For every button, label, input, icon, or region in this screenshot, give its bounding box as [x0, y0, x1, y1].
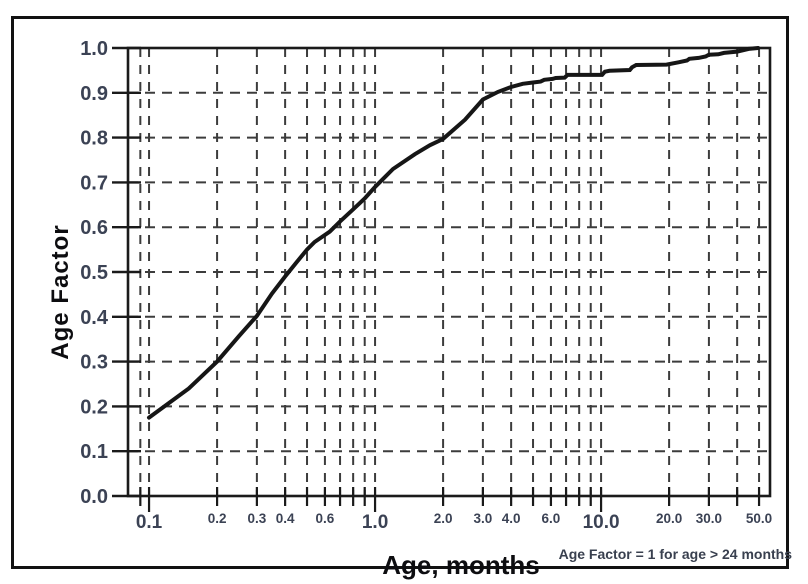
x-tick-label: 30.0 [696, 511, 722, 526]
y-tick-label: 0.7 [80, 172, 108, 194]
x-tick-label: 1.0 [362, 512, 388, 533]
age-factor-note: Age Factor = 1 for age > 24 months [558, 546, 792, 562]
age-factor-chart: 0.0 0.1 0.2 0.3 0.4 0.5 0.6 0.7 0.8 0.9 1.0 0.1 0.2 0… [80, 38, 772, 533]
y-tick-label: 0.2 [80, 396, 108, 418]
y-tick-label: 0.3 [80, 352, 108, 374]
x-tick-label: 20.0 [656, 511, 682, 526]
x-tick-label: 50.0 [746, 511, 772, 526]
x-tick-label: 0.3 [247, 511, 266, 526]
x-tick-label: 3.0 [474, 511, 493, 526]
y-tick-label: 0.4 [80, 307, 109, 329]
y-tick-label: 0.5 [80, 262, 108, 284]
y-tick-label: 0.1 [80, 441, 108, 463]
figure-frame: 0.0 0.1 0.2 0.3 0.4 0.5 0.6 0.7 0.8 0.9 1.0 0.1 0.2 0… [11, 16, 792, 580]
x-tick-label: 4.0 [502, 511, 521, 526]
x-tick-label: 6.0 [542, 511, 561, 526]
age-factor-curve [147, 46, 761, 420]
x-tick-label: 0.4 [276, 511, 295, 526]
x-tick-label: 0.1 [136, 512, 163, 533]
x-axis-title: Age, months [382, 550, 540, 580]
y-axis-title: Age Factor [47, 224, 74, 360]
y-tick-label: 0.6 [80, 217, 108, 239]
y-tick-label: 0.8 [80, 128, 108, 150]
y-tick-label: 1.0 [80, 38, 108, 60]
x-tick-label: 0.6 [316, 511, 335, 526]
x-tick-label: 10.0 [583, 512, 620, 533]
x-tick-label: 2.0 [434, 511, 453, 526]
x-tick-label: 0.2 [208, 511, 227, 526]
y-tick-label: 0.0 [80, 486, 108, 508]
y-tick-label: 0.9 [80, 83, 108, 105]
